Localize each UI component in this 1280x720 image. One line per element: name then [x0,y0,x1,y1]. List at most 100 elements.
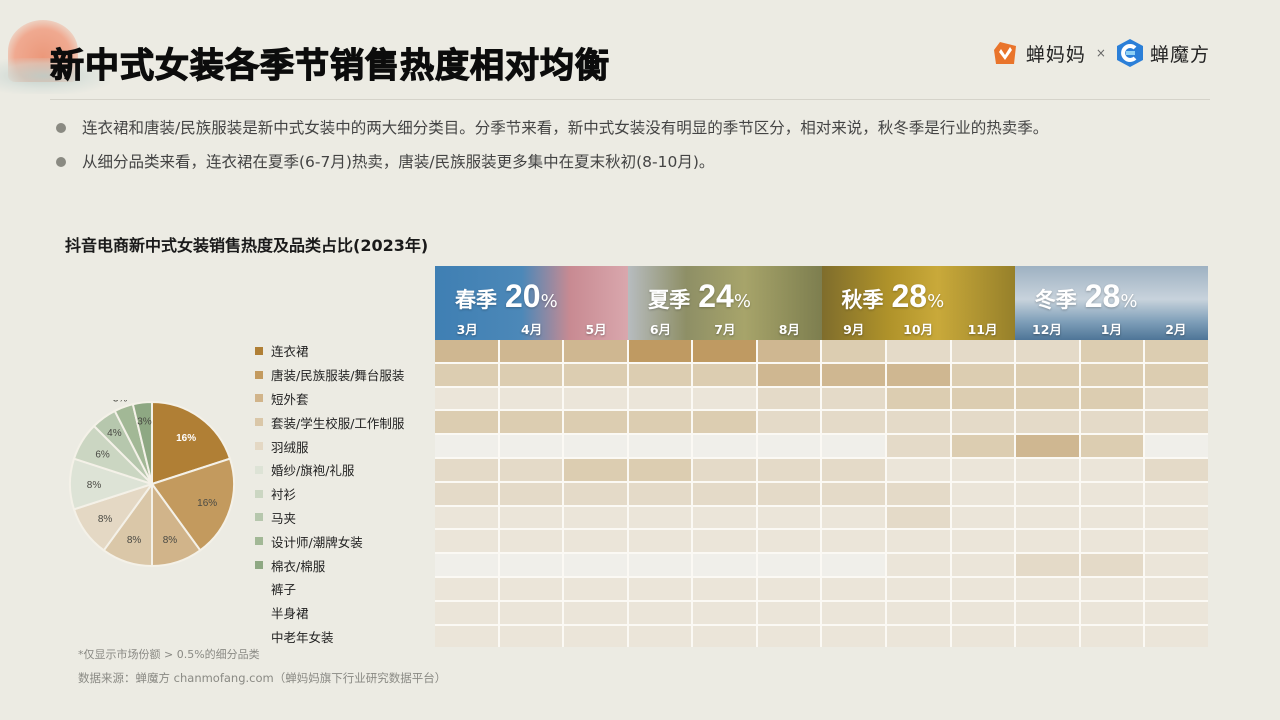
heatmap-cell [1016,387,1079,410]
heatmap-cell [435,387,498,410]
month-label: 3月 [456,322,478,337]
heatmap-cell [1080,387,1144,410]
month-labels: 6月 7月 8月 [628,319,821,338]
heatmap-cell [435,411,498,434]
heatmap-cell [499,340,563,362]
heatmap-grid [435,340,1208,648]
heatmap-cell [628,601,692,624]
month-label: 10月 [903,322,934,337]
legend-item: 衬衫 [255,482,404,506]
pie-slice [150,457,235,552]
heatmap-cell [628,363,692,386]
heatmap-cell [435,435,498,457]
legend-item: 婚纱/旗袍/礼服 [255,458,404,482]
heatmap-cell [564,506,627,529]
legend-item: 半身裙 [255,601,404,625]
heatmap-cell [499,363,563,386]
heatmap-cell [887,387,950,410]
heatmap-cell [628,458,692,481]
bullet-text: 从细分品类来看，连衣裙在夏季(6-7月)热卖，唐装/民族服装更多集中在夏末秋初(… [82,153,715,171]
pie-value-label: 8% [127,535,142,546]
legend-swatch [255,585,263,593]
heatmap-cell [564,387,627,410]
heatmap-cell [951,363,1015,386]
pie-value-label: 8% [163,535,178,546]
heatmap-cell [1080,458,1144,481]
legend-swatch [255,418,263,427]
heatmap-cell [1016,411,1079,434]
heatmap-cell [435,363,498,386]
month-label: 9月 [843,322,865,337]
heatmap-cell [822,411,886,434]
heatmap-cell [887,554,950,576]
season-header: 夏季 24 % 6月 7月 8月 [628,266,822,340]
legend-swatch [255,632,263,640]
heatmap-cell [1145,482,1208,505]
heatmap-cell [951,625,1015,648]
heatmap-cell [822,458,886,481]
heatmap-cell [1145,411,1208,434]
month-label: 5月 [585,322,607,337]
legend-label: 马夹 [271,510,297,526]
heatmap-cell [887,435,950,457]
heatmap-cell [564,554,627,576]
heatmap-cell [693,554,756,576]
mountain-mist-decoration [0,58,110,94]
heatmap-cell [693,411,756,434]
legend-label: 连衣裙 [271,344,309,360]
bullet-text: 连衣裙和唐装/民族服装是新中式女装中的两大细分类目。分季节来看，新中式女装没有明… [82,119,1049,137]
month-label: 12月 [1032,322,1062,337]
heatmap-cell [1080,411,1144,434]
heatmap-cell [1145,458,1208,481]
heatmap-cell [499,530,563,553]
heatmap-cell [628,411,692,434]
season-name: 春季 [455,288,497,312]
page-title: 新中式女装各季节销售热度相对均衡 [49,45,610,86]
heatmap-cell [435,530,498,553]
month-label: 6月 [649,322,672,337]
legend-item: 棉衣/棉服 [255,553,404,577]
heatmap-cell [887,458,950,481]
heatmap-cell [757,363,821,386]
chanmama-brand-name: 蝉妈妈 [1025,43,1086,66]
heatmap-cell [951,340,1015,362]
heatmap-cell [1016,554,1079,576]
heatmap-cell [951,554,1015,576]
month-labels: 3月 4月 5月 [435,319,628,338]
heatmap-cell [1080,577,1144,600]
season-name: 冬季 [1034,288,1077,312]
month-labels: 12月 1月 2月 [1015,319,1208,338]
heatmap-cell [887,363,950,386]
heatmap-cell [822,625,886,648]
heatmap-cell [628,625,692,648]
season-label: 春季 20 % [455,278,558,315]
heatmap-cell [951,482,1015,505]
heatmap-cell [887,506,950,529]
heatmap-cell [628,554,692,576]
season-header: 春季 20 % 3月 4月 5月 [435,266,629,340]
legend-swatch [255,561,263,570]
season-header-row: 春季 20 % 3月 4月 5月 夏季 24 % 6月 7月 8月 秋季 28 % 9月… [435,266,1208,340]
heatmap-cell [499,387,563,410]
season-name: 夏季 [648,288,691,312]
heatmap-cell [822,530,886,553]
heatmap-cell [951,530,1015,553]
legend-label: 唐装/民族服装/舞台服装 [271,368,405,384]
heatmap-cell [499,458,563,481]
heatmap-cell [887,411,950,434]
heatmap-cell [564,530,627,553]
bullet-dot-icon [56,123,66,133]
heatmap-cell [757,601,821,624]
heatmap-cell [822,387,886,410]
heatmap-cell [757,625,821,648]
heatmap-cell [1080,363,1144,386]
heatmap-cell [757,435,821,457]
heatmap-cell [757,340,821,362]
heatmap-cell [757,458,821,481]
heatmap-cell [757,506,821,529]
heatmap-cell [1145,387,1208,410]
month-label: 7月 [714,322,736,337]
heatmap-cell [693,601,756,624]
legend-label: 羽绒服 [271,439,309,455]
heatmap-cell [887,340,950,362]
